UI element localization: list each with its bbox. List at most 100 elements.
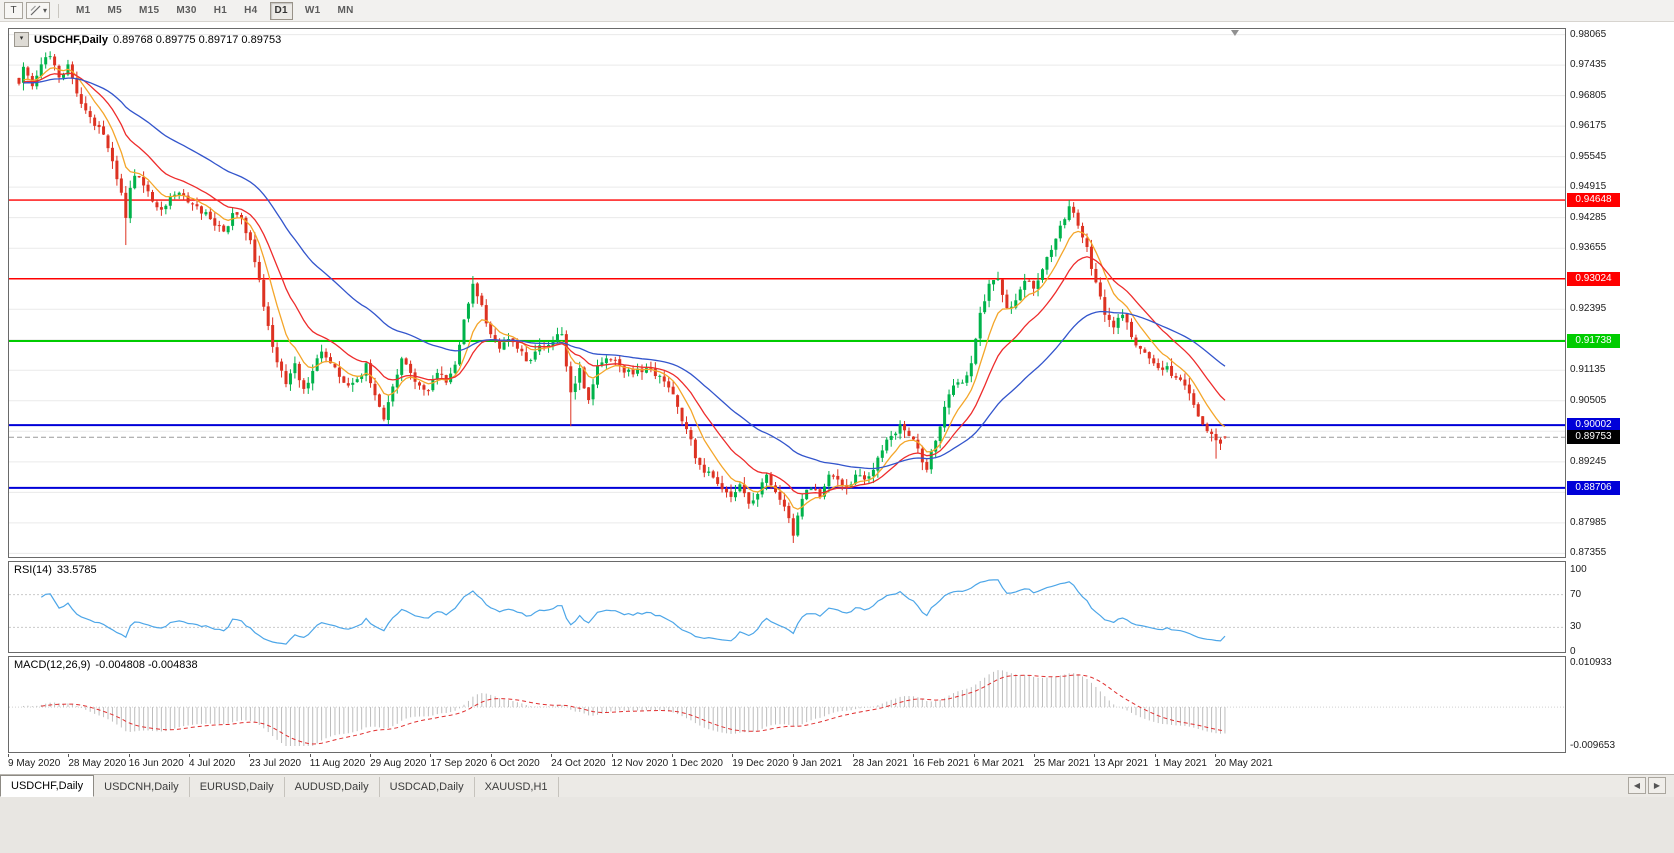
timeframe-button-m5[interactable]: M5 [107, 5, 123, 16]
price-axis-label: 0.90505 [1570, 394, 1607, 406]
price-axis-label: 0.93655 [1570, 242, 1607, 254]
chart-symbol: USDCHF,Daily [34, 33, 108, 46]
timeframe-button-mn[interactable]: MN [337, 5, 354, 16]
macd-signal-line [41, 674, 1226, 745]
timeframe-group: M1 M5 M15 M30 H1 H4 D1 W1 MN [71, 1, 359, 20]
date-axis-label: 17 Sep 2020 [430, 758, 488, 769]
timeframe-button-d1[interactable]: D1 [269, 1, 293, 20]
macd-indicator-panel[interactable]: MACD(12,26,9) -0.004808 -0.004838 [8, 656, 1566, 753]
macd-label: MACD(12,26,9) [14, 659, 91, 671]
chart-shift-marker-icon [1230, 30, 1239, 36]
date-tick [8, 754, 9, 757]
date-axis-label: 25 Mar 2021 [1033, 758, 1091, 769]
date-tick [430, 754, 432, 757]
price-axis-label: 0.92395 [1570, 303, 1607, 315]
current-price-badge: 0.89753 [1567, 430, 1620, 445]
rsi-title: RSI(14) 33.5785 [14, 564, 97, 576]
chart-tab-bar: USDCHF,Daily USDCNH,Daily EURUSD,Daily AUDU… [0, 774, 1674, 797]
date-axis-label: 11 Aug 2020 [309, 758, 366, 769]
date-tick [1154, 754, 1156, 757]
macd-canvas [9, 670, 1565, 746]
chevron-down-icon: ▾ [43, 6, 48, 15]
chart-tabs: USDCHF,Daily USDCNH,Daily EURUSD,Daily AUDU… [0, 775, 559, 797]
price-axis-label: 0.89245 [1570, 455, 1607, 467]
chart-tab-audusd-daily[interactable]: AUDUSD,Daily [285, 777, 380, 797]
status-bar [0, 797, 1674, 853]
draw-tools-dropdown[interactable]: ▾ [26, 2, 51, 19]
chart-tab-usdcnh-daily[interactable]: USDCNH,Daily [94, 777, 190, 797]
chart-tab-xauusd-h1[interactable]: XAUUSD,H1 [475, 777, 559, 797]
timeframe-button-m30[interactable]: M30 [176, 5, 197, 16]
rsi-indicator-panel[interactable]: RSI(14) 33.5785 [8, 561, 1566, 653]
timeframe-button-m15[interactable]: M15 [139, 5, 160, 16]
date-axis-label: 9 May 2020 [8, 758, 61, 769]
price-axis-label: 0.96805 [1570, 89, 1607, 101]
date-tick [189, 754, 191, 757]
date-tick [309, 754, 311, 757]
date-tick [1215, 754, 1216, 757]
date-axis-label: 9 Jan 2021 [792, 758, 843, 769]
date-axis-label: 19 Dec 2020 [732, 758, 789, 769]
tab-scroll-left-button[interactable]: ◀ [1628, 777, 1646, 794]
macd-histogram [22, 670, 1226, 746]
rsi-axis-label: 100 [1570, 564, 1587, 575]
price-axis-label: 0.96175 [1570, 120, 1607, 132]
tab-scroll-controls: ◀ ▶ [1628, 777, 1674, 797]
date-tick [973, 754, 975, 757]
date-axis-label: 29 Aug 2020 [370, 758, 427, 769]
date-tick [913, 754, 915, 757]
price-chart-panel[interactable]: ▾ USDCHF,Daily 0.89768 0.89775 0.89717 0… [8, 28, 1566, 558]
timeframe-button-h1[interactable]: H1 [213, 5, 228, 16]
date-tick [671, 754, 673, 757]
candles-layer [17, 51, 1227, 543]
ma-mid-line [23, 72, 1226, 495]
date-axis-label: 20 May 2021 [1215, 758, 1273, 769]
timeframe-button-m1[interactable]: M1 [76, 5, 91, 16]
date-tick [128, 754, 130, 757]
timeframe-button-h4[interactable]: H4 [244, 5, 258, 16]
date-axis-label: 12 Nov 2020 [611, 758, 669, 769]
chart-ohlc-values: 0.89768 0.89775 0.89717 0.89753 [112, 33, 282, 46]
timeframe-button-w1[interactable]: W1 [304, 5, 321, 16]
date-axis-label: 4 Jul 2020 [189, 758, 236, 769]
chart-tab-eurusd-daily[interactable]: EURUSD,Daily [190, 777, 285, 797]
price-axis-label: 0.95545 [1570, 150, 1607, 162]
price-axis[interactable] [1566, 22, 1674, 772]
date-axis-label: 24 Oct 2020 [551, 758, 606, 769]
chart-tab-usdcad-daily[interactable]: USDCAD,Daily [380, 777, 475, 797]
price-axis-label: 0.94915 [1570, 181, 1607, 193]
draw-tools-icon [30, 5, 41, 16]
date-axis-label: 6 Oct 2020 [490, 758, 540, 769]
date-axis-label: 28 Jan 2021 [852, 758, 908, 769]
date-axis-label: 1 Dec 2020 [671, 758, 723, 769]
ma-fast-line [23, 67, 1226, 510]
date-axis-label: 1 May 2021 [1154, 758, 1207, 769]
rsi-axis-label: 30 [1570, 621, 1582, 633]
date-axis-label: 13 Apr 2021 [1094, 758, 1149, 769]
pointer-tool-button[interactable]: T [4, 2, 23, 19]
date-axis-label: 6 Mar 2021 [973, 758, 1025, 769]
date-axis-label: 23 Jul 2020 [249, 758, 302, 769]
time-axis[interactable]: 9 May 2020 28 May 2020 16 Jun 2020 4 Jul 20… [0, 754, 1674, 772]
price-axis-label: 0.94285 [1570, 211, 1607, 223]
tab-scroll-right-button[interactable]: ▶ [1648, 777, 1666, 794]
date-tick [852, 754, 854, 757]
chart-tab-usdchf-daily[interactable]: USDCHF,Daily [0, 775, 95, 797]
price-level-badge: 0.91738 [1567, 334, 1620, 349]
date-tick [1094, 754, 1096, 757]
one-click-trading-toggle[interactable]: ▾ [14, 32, 29, 47]
date-axis-label: 28 May 2020 [68, 758, 127, 769]
date-axis-label: 16 Jun 2020 [128, 758, 184, 769]
rsi-value: 33.5785 [56, 564, 97, 576]
price-level-badge: 0.88706 [1567, 480, 1620, 495]
pointer-tool-label: T [10, 5, 17, 16]
ma-slow-line [23, 77, 1226, 470]
chart-title: ▾ USDCHF,Daily 0.89768 0.89775 0.89717 0… [14, 32, 281, 47]
date-tick [1033, 754, 1035, 757]
price-level-badge: 0.94648 [1567, 193, 1620, 208]
rsi-label: RSI(14) [14, 564, 52, 576]
rsi-axis-label: 70 [1570, 588, 1582, 600]
date-tick [68, 754, 70, 757]
date-tick [611, 754, 613, 757]
